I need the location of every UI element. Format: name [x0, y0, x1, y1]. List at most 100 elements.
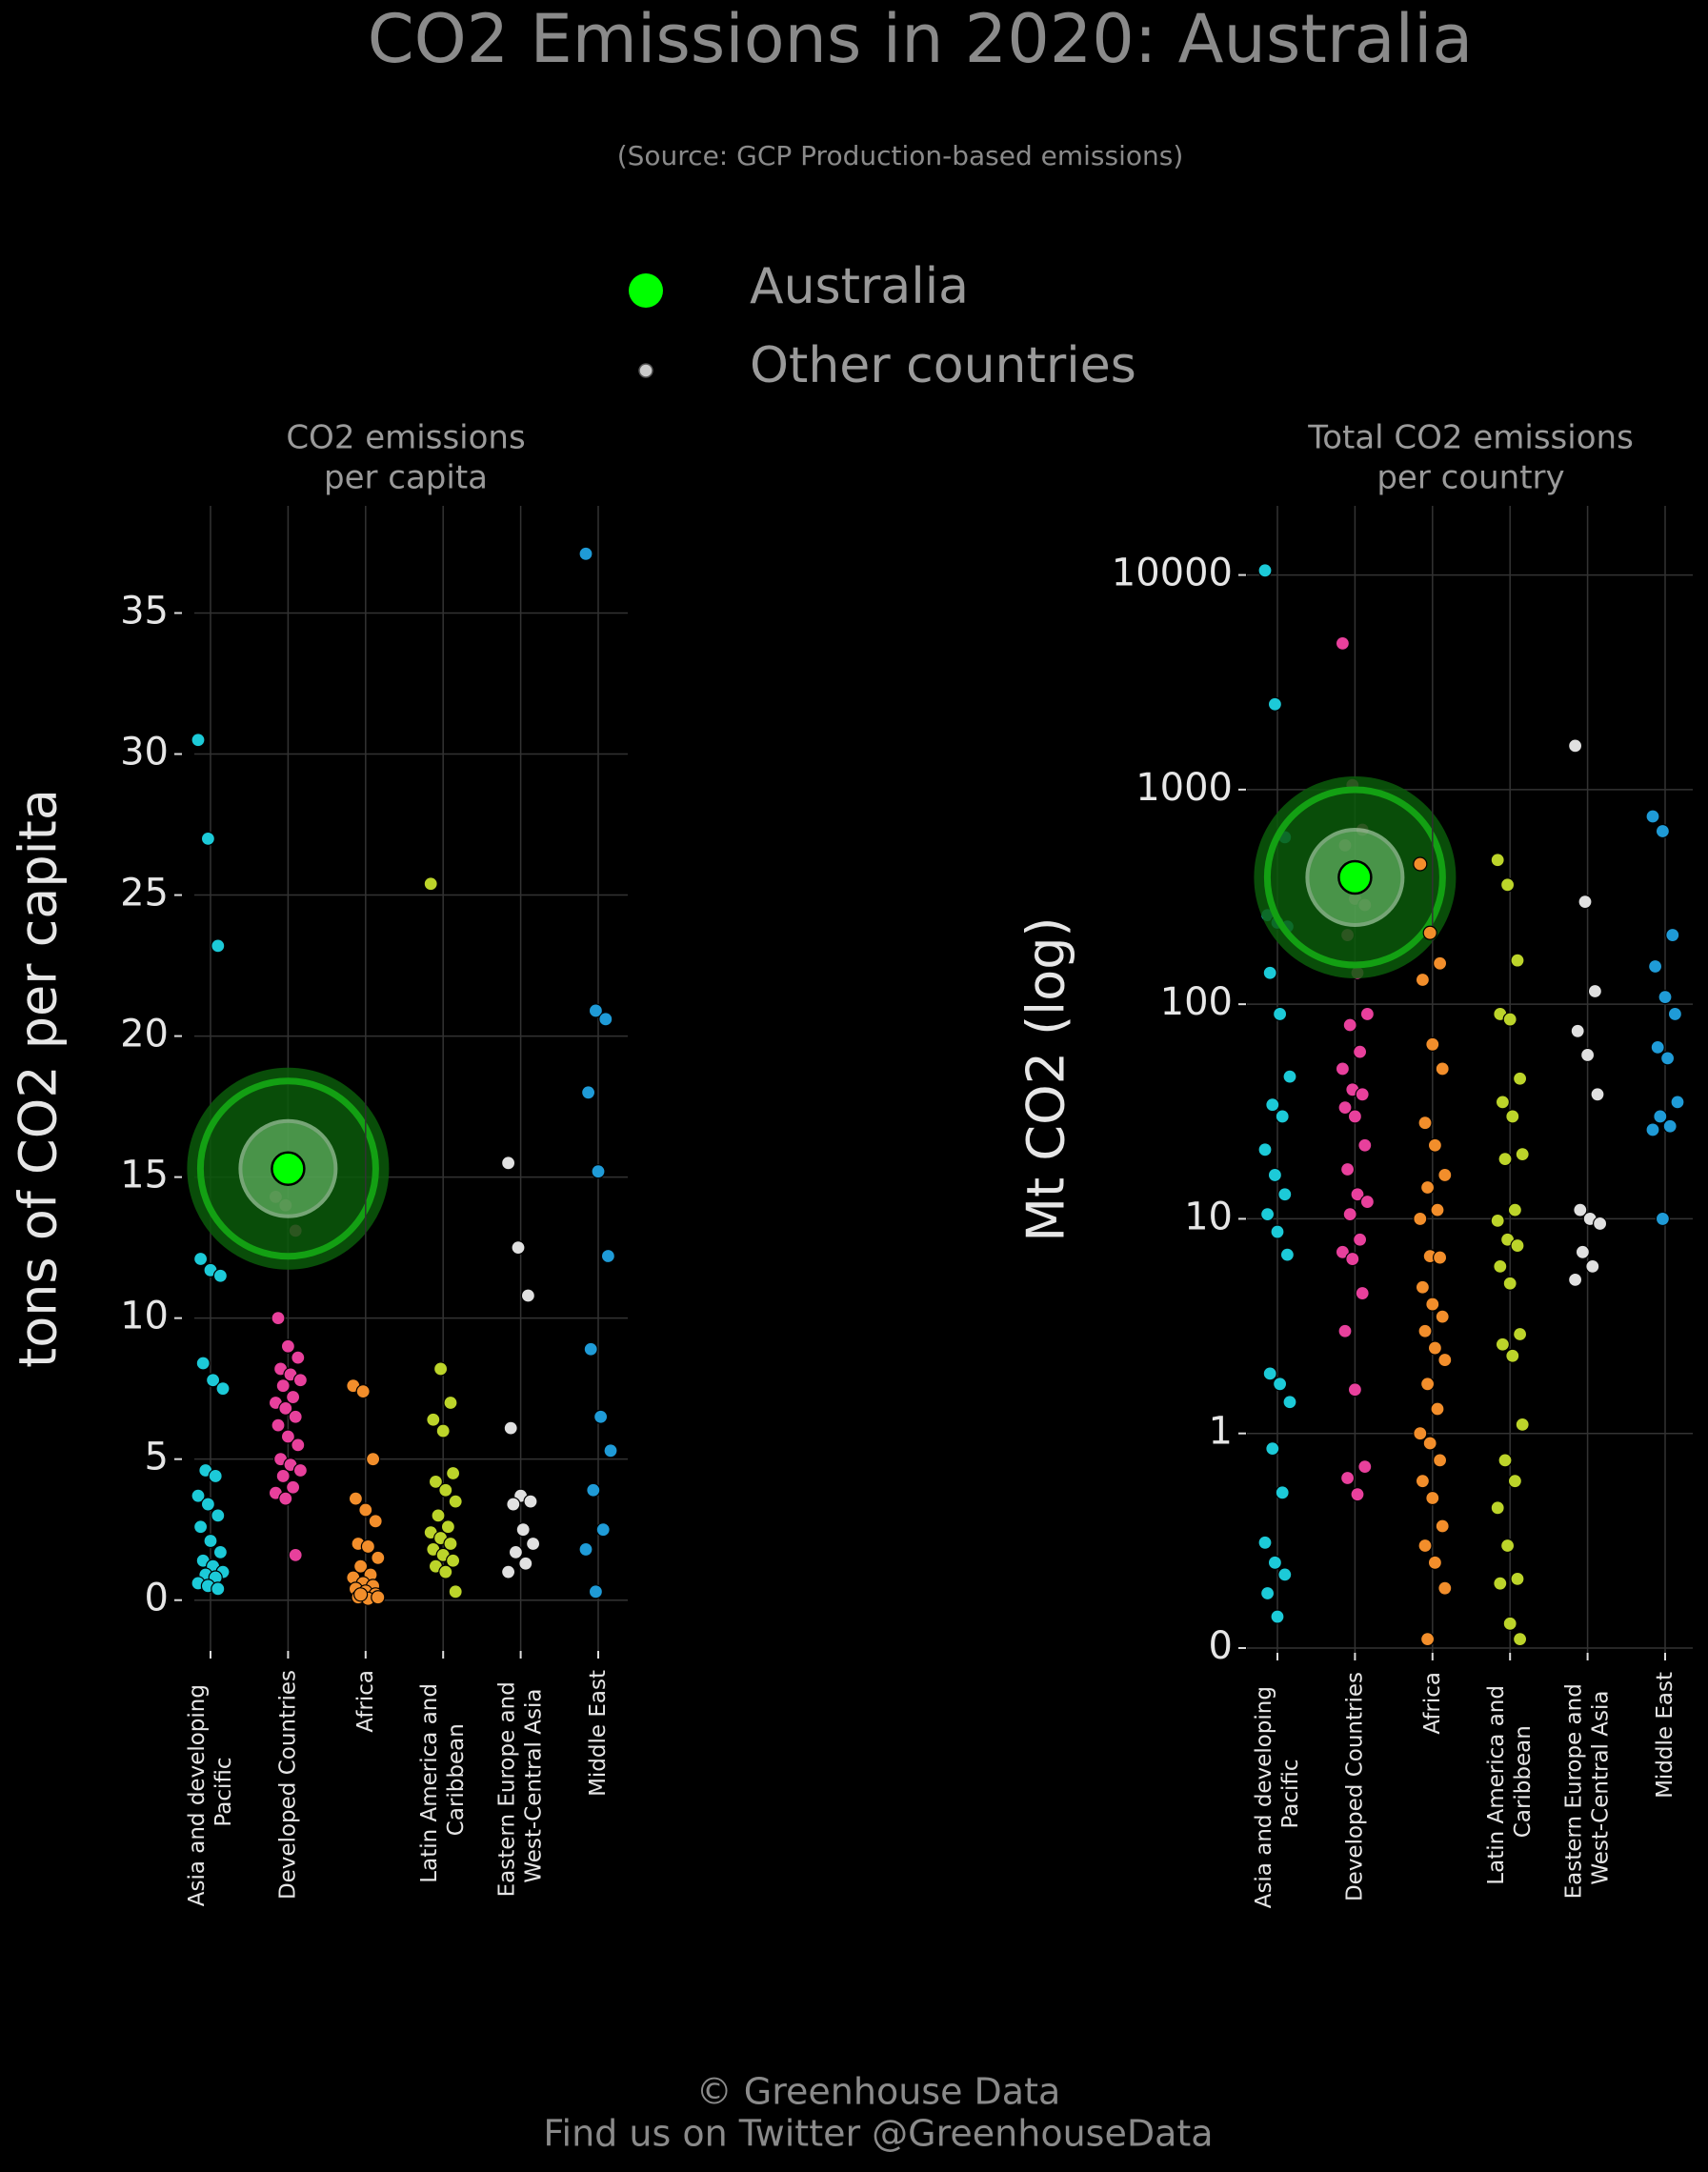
point [433, 1361, 449, 1377]
point [520, 1288, 536, 1303]
point [603, 1443, 618, 1458]
point [1432, 1453, 1448, 1468]
point [1670, 1095, 1685, 1110]
point [1502, 1616, 1517, 1631]
panel-title: CO2 emissions [286, 419, 525, 457]
y-tick-label: 10 [1184, 1195, 1233, 1238]
point [1437, 1167, 1453, 1183]
point [291, 1350, 306, 1365]
point [1270, 1609, 1285, 1624]
point [523, 1494, 538, 1509]
point [1490, 1213, 1505, 1229]
panel-title: per capita [324, 459, 488, 497]
point [348, 1491, 363, 1506]
point [591, 1164, 606, 1179]
point [426, 1412, 441, 1427]
point [1659, 1051, 1676, 1066]
point [211, 938, 226, 954]
point [1275, 1109, 1290, 1124]
legend-label: Other countries [750, 337, 1136, 394]
point [448, 1584, 463, 1599]
point [1267, 1555, 1283, 1570]
point [191, 1488, 206, 1503]
y-tick-label: 25 [120, 872, 169, 915]
point [280, 1338, 295, 1354]
point [353, 1587, 369, 1602]
point [1425, 1297, 1440, 1312]
point [278, 1400, 293, 1416]
point [1567, 1272, 1583, 1288]
y-tick-label: 100 [1160, 980, 1233, 1024]
point [1413, 856, 1428, 872]
point [1413, 1426, 1428, 1441]
point [291, 1438, 306, 1453]
point [286, 1479, 301, 1495]
y-tick-label: 5 [145, 1436, 169, 1479]
point [1335, 1244, 1351, 1259]
point [1435, 1309, 1450, 1324]
point [1592, 1216, 1608, 1232]
point [1282, 1395, 1297, 1410]
x-tick-label: Eastern Europe and West-Central Asia [494, 1675, 546, 1898]
point [1505, 1109, 1520, 1124]
point [1342, 1017, 1357, 1033]
subtitle: (Source: GCP Production-based emissions) [617, 140, 1184, 171]
x-tick-label: Africa [1419, 1672, 1444, 1735]
point [1505, 1348, 1520, 1363]
point [200, 1497, 215, 1512]
point [1490, 1500, 1505, 1516]
point [195, 1356, 211, 1371]
point [1352, 1232, 1368, 1247]
point [1647, 958, 1663, 975]
y-tick-label: 1000 [1135, 766, 1233, 810]
point [1432, 955, 1448, 971]
point [503, 1420, 518, 1436]
point [1417, 1323, 1433, 1338]
y-axis-label: tons of CO2 per capita [9, 789, 69, 1368]
x-tick-label: Asia and developing Pacific [1252, 1679, 1303, 1909]
x-tick-label: Developed Countries [1342, 1672, 1367, 1901]
point [1650, 1039, 1665, 1055]
point [1570, 1023, 1585, 1038]
point [1502, 1012, 1517, 1027]
point [1425, 1036, 1440, 1052]
point [423, 876, 438, 892]
point [1422, 1436, 1437, 1451]
point [1422, 925, 1437, 940]
point [1262, 1366, 1277, 1381]
point [1425, 1490, 1440, 1506]
x-tick-label: Middle East [1653, 1672, 1678, 1799]
point [1515, 1417, 1530, 1432]
point [360, 1538, 375, 1555]
point [1499, 877, 1516, 893]
point [435, 1423, 451, 1438]
point [1257, 1142, 1273, 1157]
y-tick-label: 10000 [1112, 552, 1233, 595]
point [1352, 1044, 1368, 1059]
point [518, 1556, 533, 1571]
legend-label: Australia [750, 258, 969, 315]
point [1427, 1137, 1443, 1153]
point [428, 1474, 443, 1489]
point [368, 1514, 383, 1529]
point [1339, 1470, 1356, 1486]
point [1267, 1167, 1283, 1183]
x-tick-label: Middle East [586, 1670, 611, 1797]
point [1590, 1087, 1605, 1102]
point [1337, 1323, 1353, 1338]
point [1359, 1194, 1376, 1210]
point [1355, 1285, 1370, 1301]
y-tick-label: 20 [120, 1013, 169, 1056]
point [193, 1251, 209, 1267]
point [1655, 823, 1671, 839]
point [1347, 1382, 1363, 1398]
point [1577, 895, 1593, 910]
point [1272, 1006, 1288, 1022]
y-tick-label: 30 [120, 731, 169, 774]
y-tick-label: 0 [145, 1577, 169, 1620]
point [355, 1384, 371, 1399]
point [1277, 1187, 1293, 1202]
point [1427, 1340, 1443, 1356]
point [431, 1508, 446, 1523]
